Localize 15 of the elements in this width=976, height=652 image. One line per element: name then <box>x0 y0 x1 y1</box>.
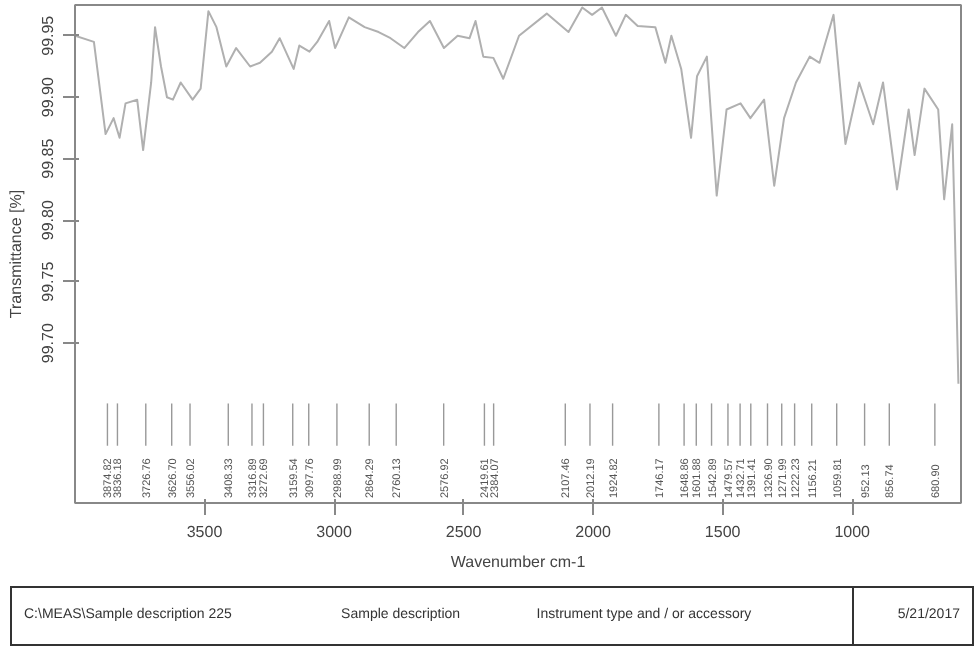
y-axis-title: Transmittance [%] <box>7 189 25 319</box>
x-tick-label: 2500 <box>445 523 483 541</box>
x-axis-title: Wavenumber cm-1 <box>450 553 587 571</box>
y-tick-label: 99.85 <box>39 137 57 179</box>
x-tick-label: 3000 <box>316 523 353 541</box>
y-tick-label: 99.80 <box>39 199 57 241</box>
y-tick-label: 99.90 <box>39 76 57 118</box>
y-tick-label: 99.75 <box>39 260 57 302</box>
y-tick-label: 99.70 <box>39 322 57 364</box>
y-tick-label: 99.95 <box>39 14 57 56</box>
line-series <box>75 6 960 385</box>
x-tick-label: 3500 <box>186 523 224 541</box>
x-tick-label: 1500 <box>704 523 742 541</box>
x-tick-label: 1000 <box>834 523 872 541</box>
x-tick-label: 2000 <box>575 523 613 541</box>
